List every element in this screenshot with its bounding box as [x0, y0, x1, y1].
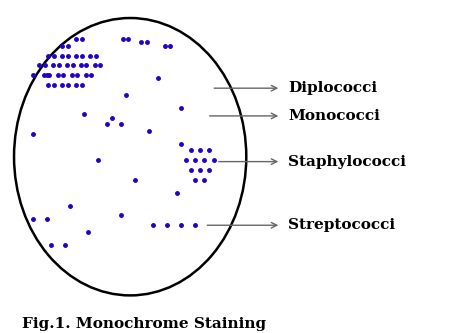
Text: Monococci: Monococci	[288, 109, 380, 123]
Text: Streptococci: Streptococci	[288, 218, 395, 232]
Text: Fig.1. Monochrome Staining: Fig.1. Monochrome Staining	[22, 317, 266, 331]
Text: Staphylococci: Staphylococci	[288, 155, 406, 168]
Text: Diplococci: Diplococci	[288, 81, 377, 95]
